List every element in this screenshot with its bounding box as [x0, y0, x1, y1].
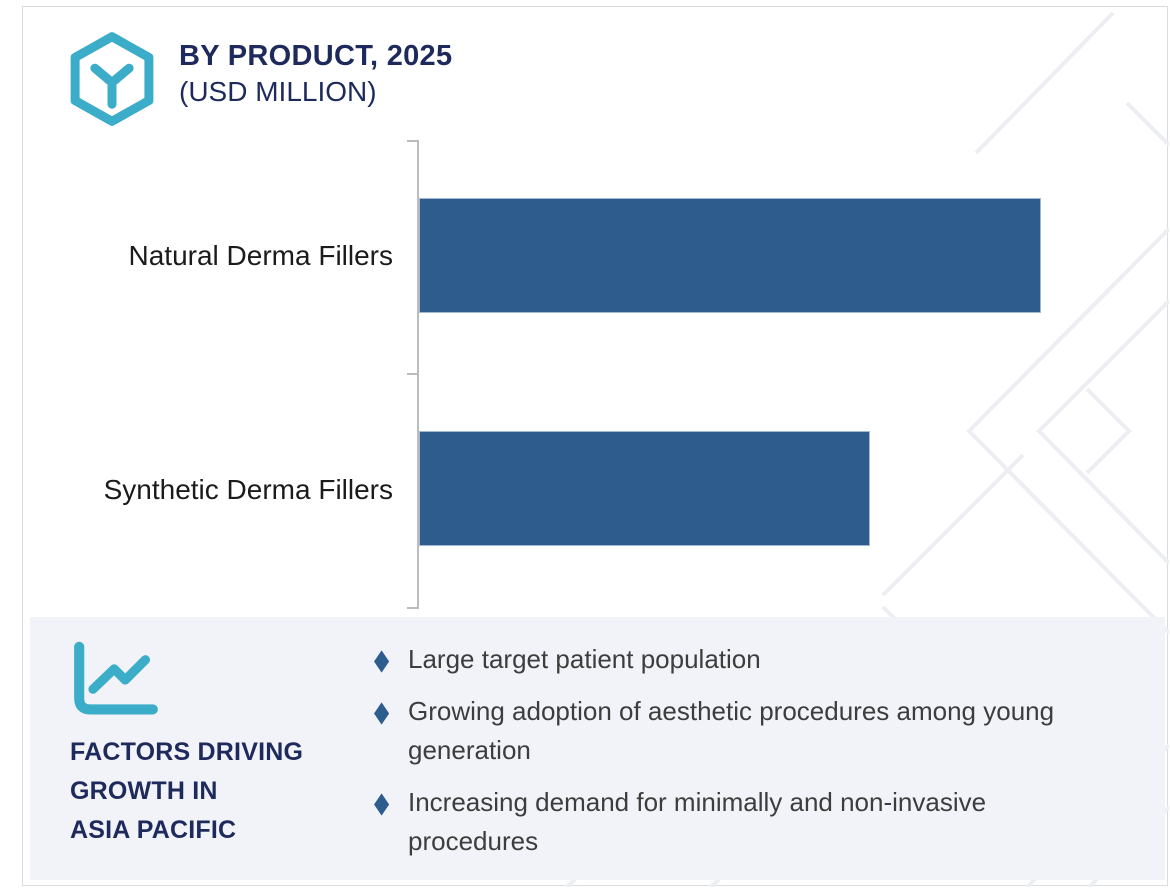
diamond-bullet-icon: ◆	[374, 785, 390, 819]
axis-tick	[407, 140, 417, 142]
bar-synthetic-derma-fillers	[419, 431, 870, 546]
category-label-natural: Natural Derma Fillers	[128, 240, 394, 271]
bullet-text: Growing adoption of aesthetic procedures…	[408, 696, 1055, 765]
chart-title: BY PRODUCT, 2025 (USD MILLION)	[179, 31, 452, 109]
diamond-bullet-icon: ◆	[374, 694, 390, 728]
chart-card: BY PRODUCT, 2025 (USD MILLION) Natural D…	[22, 6, 1169, 887]
category-axis-line	[417, 140, 419, 609]
bullet-text: Increasing demand for minimally and non-…	[408, 787, 987, 856]
bar-chart: Natural Derma Fillers Synthetic Derma Fi…	[23, 7, 1167, 885]
hexagon-y-icon	[70, 32, 154, 126]
factors-bullet-list: ◆ Large target patient population ◆ Grow…	[374, 640, 1114, 861]
axis-tick	[407, 607, 417, 609]
list-item: ◆ Large target patient population	[374, 640, 1114, 679]
factors-panel: FACTORS DRIVING GROWTH IN ASIA PACIFIC ◆…	[30, 617, 1165, 880]
chart-header: BY PRODUCT, 2025 (USD MILLION)	[67, 31, 452, 127]
chart-title-line2: (USD MILLION)	[179, 76, 377, 107]
factors-heading-line2: GROWTH IN	[70, 777, 218, 805]
factors-heading: FACTORS DRIVING GROWTH IN ASIA PACIFIC	[70, 733, 303, 850]
list-item: ◆ Growing adoption of aesthetic procedur…	[374, 692, 1114, 770]
category-label-synthetic: Synthetic Derma Fillers	[103, 474, 393, 505]
factors-heading-line3: ASIA PACIFIC	[70, 816, 237, 844]
axis-tick	[407, 373, 417, 375]
bullet-text: Large target patient population	[408, 644, 761, 674]
factors-heading-line1: FACTORS DRIVING	[70, 738, 304, 766]
diamond-bullet-icon: ◆	[374, 642, 390, 676]
list-item: ◆ Increasing demand for minimally and no…	[374, 783, 1114, 861]
chart-title-line1: BY PRODUCT, 2025	[179, 40, 453, 72]
line-chart-icon	[74, 641, 158, 715]
bar-natural-derma-fillers	[419, 198, 1041, 313]
